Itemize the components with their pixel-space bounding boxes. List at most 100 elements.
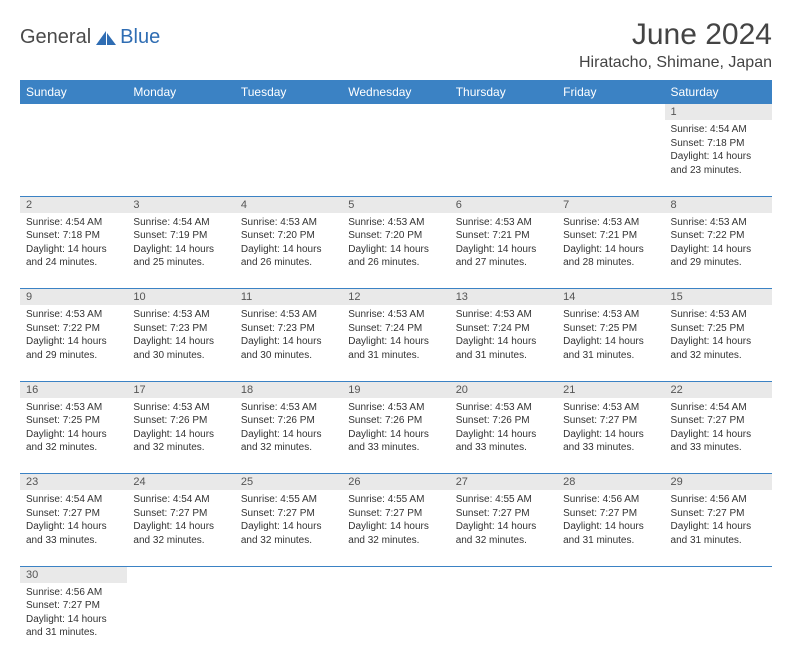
- day-cell: Sunrise: 4:53 AMSunset: 7:23 PMDaylight:…: [127, 305, 234, 381]
- day-number-cell: 10: [127, 289, 234, 306]
- sunrise-text: Sunrise: 4:53 AM: [671, 308, 766, 322]
- daylight-line2: and 33 minutes.: [348, 441, 443, 455]
- day-content-row: Sunrise: 4:53 AMSunset: 7:22 PMDaylight:…: [20, 305, 772, 381]
- day-details: Sunrise: 4:53 AMSunset: 7:20 PMDaylight:…: [235, 213, 342, 276]
- day-content-row: Sunrise: 4:53 AMSunset: 7:25 PMDaylight:…: [20, 398, 772, 474]
- day-number-row: 9101112131415: [20, 289, 772, 306]
- day-cell: Sunrise: 4:53 AMSunset: 7:25 PMDaylight:…: [665, 305, 772, 381]
- sunrise-text: Sunrise: 4:55 AM: [456, 493, 551, 507]
- day-number-row: 2345678: [20, 196, 772, 213]
- weekday-header: Thursday: [450, 80, 557, 104]
- daylight-line1: Daylight: 14 hours: [241, 520, 336, 534]
- sunset-text: Sunset: 7:25 PM: [671, 322, 766, 336]
- daylight-line2: and 33 minutes.: [563, 441, 658, 455]
- sunrise-text: Sunrise: 4:54 AM: [133, 493, 228, 507]
- day-number-cell: 16: [20, 381, 127, 398]
- daylight-line1: Daylight: 14 hours: [671, 520, 766, 534]
- day-details: Sunrise: 4:56 AMSunset: 7:27 PMDaylight:…: [20, 583, 127, 646]
- sunrise-text: Sunrise: 4:56 AM: [563, 493, 658, 507]
- day-number-cell: 18: [235, 381, 342, 398]
- daylight-line2: and 28 minutes.: [563, 256, 658, 270]
- day-cell: Sunrise: 4:54 AMSunset: 7:19 PMDaylight:…: [127, 213, 234, 289]
- sunset-text: Sunset: 7:27 PM: [563, 414, 658, 428]
- logo: General Blue: [20, 18, 160, 49]
- sunrise-text: Sunrise: 4:56 AM: [26, 586, 121, 600]
- day-cell: Sunrise: 4:55 AMSunset: 7:27 PMDaylight:…: [342, 490, 449, 566]
- sunrise-text: Sunrise: 4:53 AM: [348, 216, 443, 230]
- day-details: Sunrise: 4:54 AMSunset: 7:19 PMDaylight:…: [127, 213, 234, 276]
- sunset-text: Sunset: 7:20 PM: [348, 229, 443, 243]
- daylight-line1: Daylight: 14 hours: [456, 243, 551, 257]
- day-details: Sunrise: 4:53 AMSunset: 7:22 PMDaylight:…: [665, 213, 772, 276]
- logo-sail-icon: [95, 30, 117, 46]
- day-details: Sunrise: 4:53 AMSunset: 7:27 PMDaylight:…: [557, 398, 664, 461]
- daylight-line2: and 32 minutes.: [241, 534, 336, 548]
- day-cell: Sunrise: 4:56 AMSunset: 7:27 PMDaylight:…: [557, 490, 664, 566]
- sunset-text: Sunset: 7:21 PM: [563, 229, 658, 243]
- day-details: Sunrise: 4:53 AMSunset: 7:26 PMDaylight:…: [342, 398, 449, 461]
- day-details: Sunrise: 4:53 AMSunset: 7:23 PMDaylight:…: [235, 305, 342, 368]
- day-cell: Sunrise: 4:53 AMSunset: 7:23 PMDaylight:…: [235, 305, 342, 381]
- sunrise-text: Sunrise: 4:53 AM: [456, 308, 551, 322]
- day-details: Sunrise: 4:54 AMSunset: 7:27 PMDaylight:…: [20, 490, 127, 553]
- sunset-text: Sunset: 7:26 PM: [241, 414, 336, 428]
- day-cell: Sunrise: 4:55 AMSunset: 7:27 PMDaylight:…: [450, 490, 557, 566]
- day-cell: [665, 583, 772, 659]
- daylight-line1: Daylight: 14 hours: [456, 428, 551, 442]
- day-details: Sunrise: 4:55 AMSunset: 7:27 PMDaylight:…: [342, 490, 449, 553]
- daylight-line2: and 29 minutes.: [671, 256, 766, 270]
- day-cell: Sunrise: 4:53 AMSunset: 7:26 PMDaylight:…: [235, 398, 342, 474]
- day-number-cell: 15: [665, 289, 772, 306]
- sunset-text: Sunset: 7:27 PM: [26, 599, 121, 613]
- sunset-text: Sunset: 7:23 PM: [133, 322, 228, 336]
- day-cell: Sunrise: 4:55 AMSunset: 7:27 PMDaylight:…: [235, 490, 342, 566]
- day-number-cell: [235, 566, 342, 583]
- day-number-cell: 17: [127, 381, 234, 398]
- sunset-text: Sunset: 7:25 PM: [26, 414, 121, 428]
- sunset-text: Sunset: 7:22 PM: [671, 229, 766, 243]
- weekday-header: Saturday: [665, 80, 772, 104]
- sunset-text: Sunset: 7:26 PM: [348, 414, 443, 428]
- day-details: Sunrise: 4:55 AMSunset: 7:27 PMDaylight:…: [235, 490, 342, 553]
- day-details: Sunrise: 4:53 AMSunset: 7:21 PMDaylight:…: [557, 213, 664, 276]
- daylight-line2: and 23 minutes.: [671, 164, 766, 178]
- day-details: Sunrise: 4:54 AMSunset: 7:18 PMDaylight:…: [665, 120, 772, 183]
- daylight-line1: Daylight: 14 hours: [563, 243, 658, 257]
- day-details: Sunrise: 4:53 AMSunset: 7:26 PMDaylight:…: [235, 398, 342, 461]
- sunset-text: Sunset: 7:23 PM: [241, 322, 336, 336]
- day-number-cell: 7: [557, 196, 664, 213]
- sunrise-text: Sunrise: 4:53 AM: [456, 216, 551, 230]
- day-number-cell: [557, 104, 664, 120]
- daylight-line2: and 29 minutes.: [26, 349, 121, 363]
- daylight-line1: Daylight: 14 hours: [133, 243, 228, 257]
- header: General Blue June 2024 Hiratacho, Shiman…: [20, 18, 772, 72]
- daylight-line1: Daylight: 14 hours: [241, 428, 336, 442]
- day-number-cell: 23: [20, 474, 127, 491]
- daylight-line1: Daylight: 14 hours: [26, 335, 121, 349]
- day-cell: Sunrise: 4:53 AMSunset: 7:22 PMDaylight:…: [20, 305, 127, 381]
- title-block: June 2024 Hiratacho, Shimane, Japan: [579, 18, 772, 72]
- sunset-text: Sunset: 7:18 PM: [26, 229, 121, 243]
- day-number-cell: 13: [450, 289, 557, 306]
- day-cell: Sunrise: 4:53 AMSunset: 7:22 PMDaylight:…: [665, 213, 772, 289]
- sunrise-text: Sunrise: 4:53 AM: [563, 216, 658, 230]
- day-details: Sunrise: 4:54 AMSunset: 7:27 PMDaylight:…: [665, 398, 772, 461]
- daylight-line2: and 32 minutes.: [133, 441, 228, 455]
- daylight-line1: Daylight: 14 hours: [133, 335, 228, 349]
- day-number-cell: [127, 566, 234, 583]
- day-cell: Sunrise: 4:53 AMSunset: 7:24 PMDaylight:…: [450, 305, 557, 381]
- day-number-cell: 3: [127, 196, 234, 213]
- day-details: Sunrise: 4:53 AMSunset: 7:24 PMDaylight:…: [450, 305, 557, 368]
- day-cell: [557, 583, 664, 659]
- daylight-line2: and 30 minutes.: [133, 349, 228, 363]
- day-cell: [342, 120, 449, 196]
- sunrise-text: Sunrise: 4:54 AM: [671, 401, 766, 415]
- daylight-line1: Daylight: 14 hours: [671, 428, 766, 442]
- daylight-line2: and 32 minutes.: [241, 441, 336, 455]
- day-number-cell: [665, 566, 772, 583]
- day-number-cell: [127, 104, 234, 120]
- day-number-cell: [342, 566, 449, 583]
- weekday-header: Sunday: [20, 80, 127, 104]
- day-number-row: 1: [20, 104, 772, 120]
- daylight-line2: and 30 minutes.: [241, 349, 336, 363]
